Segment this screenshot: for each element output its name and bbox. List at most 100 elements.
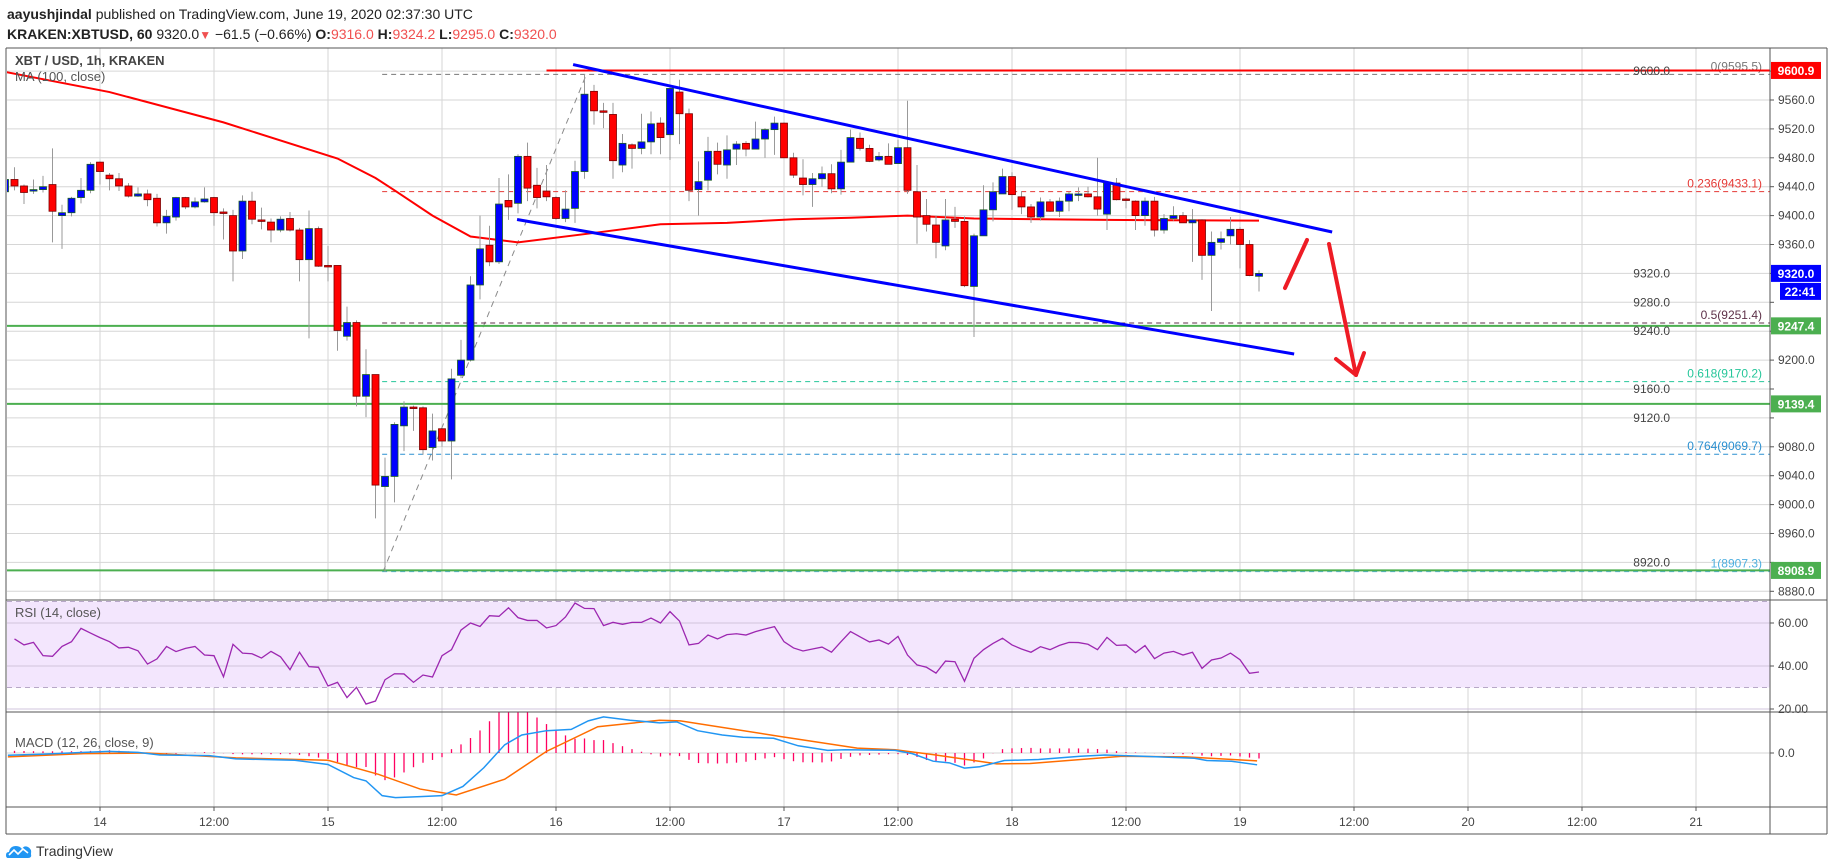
candle-body [1179,215,1187,224]
candle-body [666,88,674,136]
macd-pane[interactable] [5,705,1260,799]
candle [1245,240,1254,277]
candle-body [818,173,826,180]
candle-body [286,218,294,231]
candle-body [932,224,940,243]
candle [1150,196,1159,237]
candle-body [685,113,693,191]
candle [1179,211,1187,224]
candle [248,191,256,225]
candle [989,182,997,222]
candle [1141,197,1149,226]
price-axis-label: 9240.0 [1633,324,1670,338]
candle-body [827,173,836,190]
candle-body [732,143,741,150]
candle [1226,217,1235,245]
candle [523,142,532,202]
candle [191,197,199,209]
candle-body [552,197,560,219]
price-pane[interactable]: 0(9595.5)0.236(9433.1)0.5(9251.4)0.618(9… [2,59,1771,573]
candle [29,179,38,194]
candle-body [419,407,427,451]
time-axis-label: 12:00 [1111,815,1141,829]
time-axis-label: 12:00 [427,815,457,829]
candle-body [39,186,47,190]
candle-body [865,148,874,162]
candle [295,227,304,282]
fib-level-label: 0.764(9069.7) [1687,439,1762,453]
candle-body [542,190,551,198]
candle-body [533,184,541,198]
price-axis-label: 9560.0 [1778,93,1815,107]
candle [210,196,218,226]
countdown-badge [1780,282,1821,300]
candle [913,165,921,244]
price-change: −61.5 (−0.66%) [214,26,312,42]
candle [979,185,988,237]
candle-body [675,91,684,115]
rsi-band [7,601,1770,710]
candle [903,100,912,194]
countdown-label: 22:41 [1785,285,1816,299]
tradingview-cloud-icon [6,846,32,858]
symbol-interval: KRAKEN:XBTUSD, 60 [7,26,153,42]
channel-line-lower[interactable] [516,218,1295,356]
macd-line [7,716,1258,799]
up-arrow-annotation[interactable] [1283,238,1309,290]
channel-line-upper[interactable] [572,63,1333,234]
candle-body [751,138,760,150]
price-axis-label: 9040.0 [1778,469,1815,483]
candle-body [1017,196,1026,208]
candle-body [504,200,513,208]
chart-title: XBT / USD, 1h, KRAKEN [15,53,165,68]
candle-body [580,93,589,172]
candle [723,135,731,179]
candle-body [1027,206,1035,218]
down-arrow-annotation[interactable] [1327,242,1358,377]
candle-body [951,218,959,222]
candle-body [1122,198,1130,201]
price-axis-label: 9080.0 [1778,440,1815,454]
price-axis-label: 9520.0 [1778,122,1815,136]
fib-level-label: 0.236(9433.1) [1687,177,1762,191]
candle [666,84,674,160]
candle-body [637,141,646,149]
candle [39,175,47,193]
candle [770,116,779,155]
candle-body [837,161,845,190]
author-name[interactable]: aayushjindal [7,6,92,22]
candle-body [713,150,722,165]
ma-legend[interactable]: MA (100, close) [15,69,105,84]
rsi-legend[interactable]: RSI (14, close) [15,605,101,620]
axes[interactable]: 14 12:00 15 12:00 16 12:00 17 12:00 18 12:00 19 12:… [93,61,1821,829]
candle [1017,191,1026,215]
candle [1046,198,1054,212]
candle-body [1245,244,1254,276]
candle-body [523,155,532,189]
price-badge [1771,61,1821,79]
chart-frame [5,47,1828,835]
price-axis-label: 9440.0 [1778,180,1815,194]
candle-body [390,424,399,477]
candle-body [1093,196,1102,210]
candle [371,374,380,519]
candle-body [219,211,228,214]
candle-body [618,142,627,166]
candle-body [172,197,180,218]
candle [333,265,342,351]
candle-body [1084,193,1092,198]
candle [1255,270,1263,292]
price-axis-label: 8960.0 [1778,527,1815,541]
candle-body [447,378,456,442]
candle [7,179,9,193]
candle [86,162,95,194]
candle [827,164,836,194]
candle-body [457,359,465,376]
candle-body [1236,228,1244,245]
candle-body [1217,238,1225,243]
macd-legend[interactable]: MACD (12, 26, close, 9) [15,735,154,750]
tradingview-logo[interactable]: TradingView [6,843,113,859]
candle-body [1074,193,1083,196]
rsi-pane[interactable] [14,602,1260,705]
